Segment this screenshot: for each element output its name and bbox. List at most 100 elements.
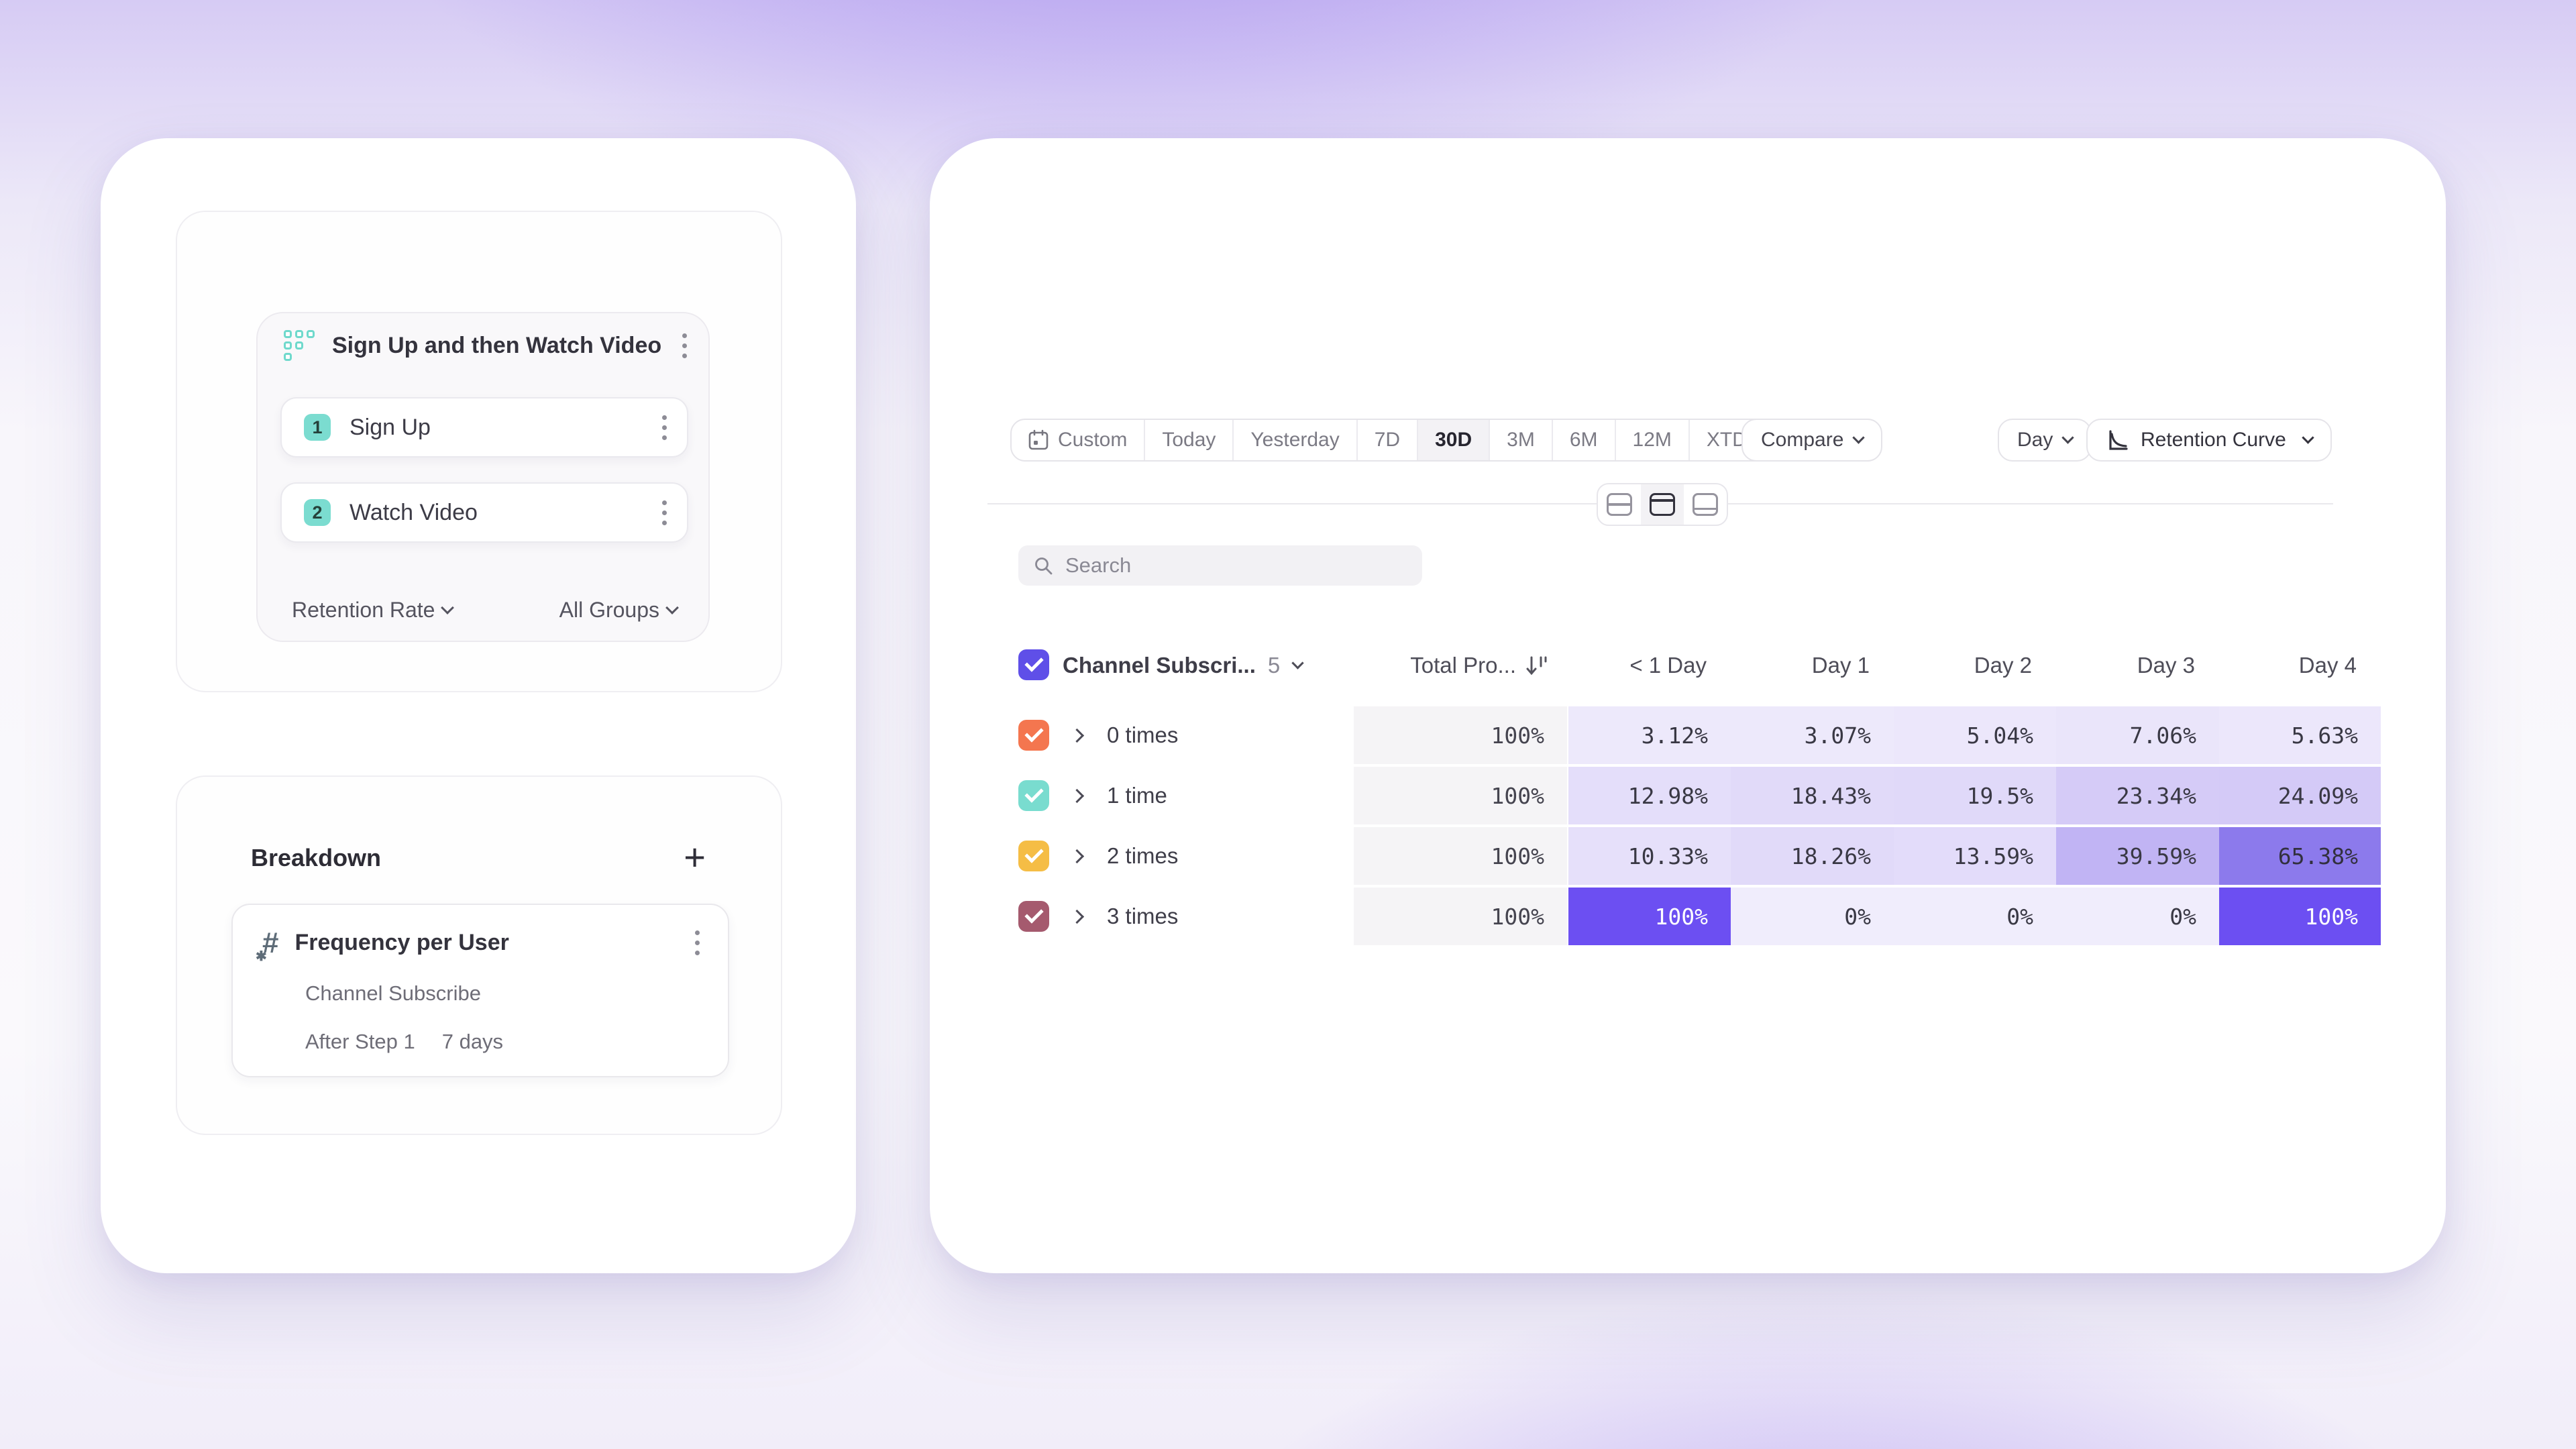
column-header-lt-1-day[interactable]: < 1 Day [1629,653,1707,678]
query-builder-card: Retention Sign Up and then Watch Video 1… [101,138,856,1273]
expand-row-button[interactable] [1069,706,1085,764]
step-number-badge: 2 [304,499,331,526]
retention-cell[interactable]: 19.5% [1894,767,2056,824]
date-range-control: Custom Today Yesterday 7D 30D 3M 6M 12M … [1010,419,1786,462]
date-range-3m[interactable]: 3M [1490,420,1553,460]
after-step-label[interactable]: After Step 1 [305,1030,415,1053]
funnel-box: Sign Up and then Watch Video 1 Sign Up 2… [256,312,710,642]
search-input[interactable] [1064,553,1407,578]
retention-cell[interactable]: 24.09% [2219,767,2381,824]
group-column-title: Channel Subscri... [1063,653,1256,678]
row-checkbox[interactable] [1018,841,1049,871]
kebab-menu-icon[interactable] [692,928,702,958]
funnel-step-1[interactable]: 1 Sign Up [280,397,688,458]
expand-row-button[interactable] [1069,767,1085,824]
retention-cell[interactable]: 0% [2056,888,2219,945]
breakdown-item-settings: After Step 1 7 days [305,1030,503,1054]
search-icon [1035,557,1053,575]
retention-cell[interactable]: 10.33% [1568,827,1731,885]
breakdown-item-header: # ✱ Frequency per User [256,926,702,964]
column-header-day-1[interactable]: Day 1 [1811,653,1870,678]
retention-cell[interactable]: 12.98% [1568,767,1731,824]
kebab-menu-icon[interactable] [659,413,669,443]
breakdown-item-name: Frequency per User [294,930,509,955]
layout-split-view-button[interactable] [1598,484,1641,525]
layout-chart-view-button[interactable] [1684,484,1727,525]
retention-panel: Retention Sign Up and then Watch Video 1… [176,211,782,692]
row-checkbox[interactable] [1018,901,1049,932]
retention-cell[interactable]: 18.43% [1731,767,1894,824]
date-range-7d[interactable]: 7D [1358,420,1419,460]
retention-cell[interactable]: 0% [1731,888,1894,945]
chevron-down-icon [665,600,679,614]
retention-cell[interactable]: 5.04% [1894,706,2056,764]
retention-cell[interactable]: 23.34% [2056,767,2219,824]
date-range-xtd[interactable]: XTD [1690,420,1784,460]
search-bar[interactable] [1018,545,1422,586]
retention-rate-dropdown[interactable]: Retention Rate [292,598,455,623]
step-label: Watch Video [350,499,478,525]
retention-cell[interactable]: 5.63% [2219,706,2381,764]
date-range-custom[interactable]: Custom [1012,420,1146,460]
breakdown-item-card[interactable]: # ✱ Frequency per User Channel Subscribe … [231,904,729,1077]
group-column-header[interactable]: Channel Subscri... 5 [1063,643,1304,688]
total-column-header[interactable]: Total Pro... [1354,643,1567,688]
chevron-right-icon [1069,849,1085,863]
chart-type-button[interactable]: Retention Curve [2086,419,2332,462]
date-range-12m[interactable]: 12M [1616,420,1690,460]
chevron-down-icon [1852,431,1866,444]
breakdown-item-event: Channel Subscribe [305,981,481,1005]
table-row: 2 times 100% 10.33% 18.26% 13.59% 39.59%… [930,827,2446,885]
table-view-icon [1650,493,1675,516]
all-groups-dropdown[interactable]: All Groups [559,598,679,623]
column-header-day-4[interactable]: Day 4 [2298,653,2357,678]
total-cell: 100% [1354,827,1567,885]
retention-cell[interactable]: 3.12% [1568,706,1731,764]
chevron-right-icon [1069,909,1085,924]
retention-cell[interactable]: 100% [1568,888,1731,945]
report-card: Custom Today Yesterday 7D 30D 3M 6M 12M … [930,138,2446,1273]
date-range-30d-selected[interactable]: 30D [1418,420,1491,460]
compare-button[interactable]: Compare [1741,419,1883,462]
total-cell: 100% [1354,767,1567,824]
retention-cell[interactable]: 39.59% [2056,827,2219,885]
select-all-checkbox[interactable] [1018,649,1049,680]
funnel-step-2[interactable]: 2 Watch Video [280,482,688,543]
column-header-day-3[interactable]: Day 3 [2137,653,2195,678]
layout-table-view-button[interactable] [1641,484,1684,525]
column-header-day-2[interactable]: Day 2 [1974,653,2032,678]
date-range-6m[interactable]: 6M [1553,420,1616,460]
number-property-icon: # ✱ [256,926,279,964]
step-label: Sign Up [350,414,431,440]
window-label[interactable]: 7 days [441,1030,504,1053]
expand-row-button[interactable] [1069,888,1085,945]
retention-cell[interactable]: 13.59% [1894,827,2056,885]
kebab-menu-icon[interactable] [680,331,690,361]
row-checkbox[interactable] [1018,780,1049,811]
chevron-down-icon [1291,656,1304,669]
granularity-button[interactable]: Day [1998,419,2092,462]
retention-cell[interactable]: 3.07% [1731,706,1894,764]
kebab-menu-icon[interactable] [659,498,669,528]
chevron-down-icon [441,600,455,614]
date-range-today[interactable]: Today [1145,420,1234,460]
chevron-down-icon [2302,431,2314,444]
add-breakdown-button[interactable]: + [684,836,706,878]
sort-icon [1526,656,1547,676]
date-range-yesterday[interactable]: Yesterday [1234,420,1358,460]
retention-cell[interactable]: 0% [1894,888,2056,945]
row-checkbox[interactable] [1018,720,1049,751]
expand-row-button[interactable] [1069,827,1085,885]
chevron-right-icon [1069,788,1085,803]
table-row: 3 times 100% 100% 0% 0% 0% 100% [930,888,2446,945]
retention-cell[interactable]: 7.06% [2056,706,2219,764]
funnel-header: Sign Up and then Watch Video [284,330,690,361]
chevron-right-icon [1069,728,1085,743]
calendar-icon [1028,429,1049,450]
funnel-name: Sign Up and then Watch Video [332,332,662,358]
breakdown-panel: Breakdown + # ✱ Frequency per User Channe… [176,775,782,1135]
retention-cell[interactable]: 18.26% [1731,827,1894,885]
retention-cell[interactable]: 100% [2219,888,2381,945]
retention-cell[interactable]: 65.38% [2219,827,2381,885]
